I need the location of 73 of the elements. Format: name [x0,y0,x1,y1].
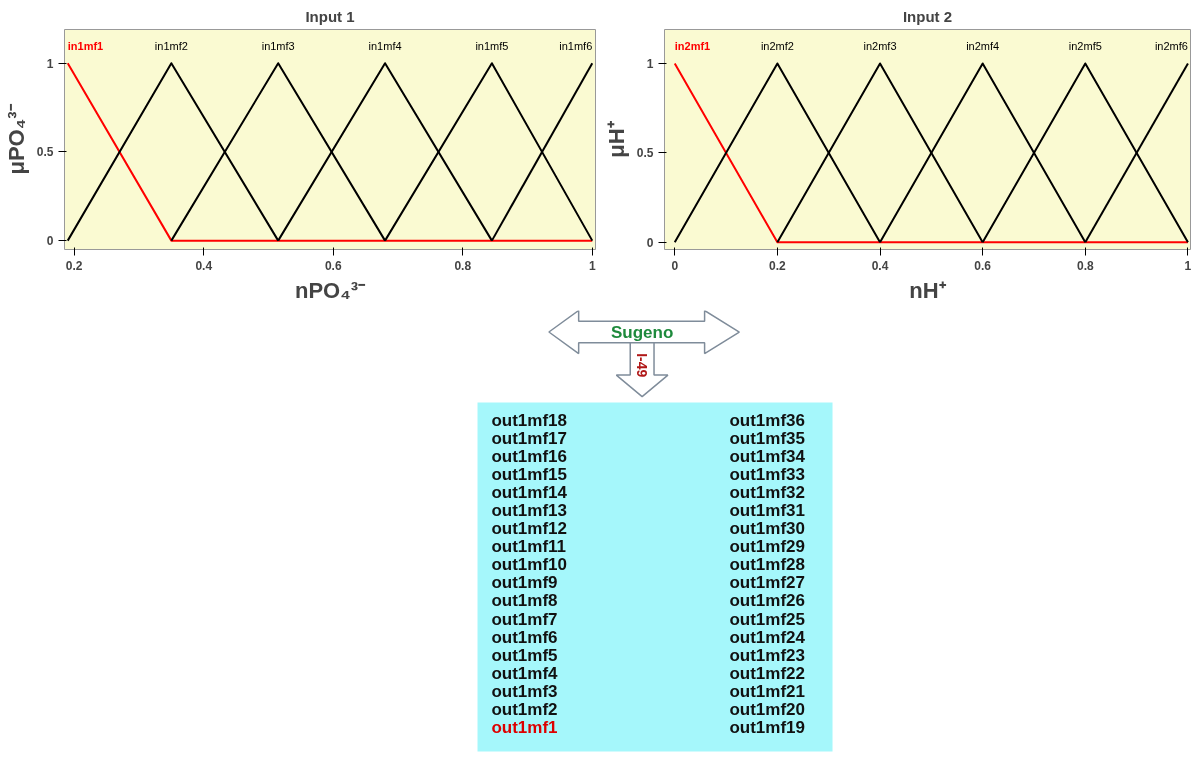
y-tick-label: 0 [646,235,654,250]
category-label: out1mf8 [491,591,558,611]
series-label: in1mf2 [154,40,188,53]
category-label: out1mf19 [729,718,805,738]
x-axis-title: nH⁺ [909,277,947,303]
series-label: in1mf1 [67,40,104,53]
series-label: in1mf3 [261,40,295,53]
x-tick-label: 0.2 [769,258,787,273]
x-tick-label: 0.6 [974,258,992,273]
category-label: out1mf17 [491,428,567,448]
category-label: out1mf30 [729,519,805,539]
category-label: out1mf24 [729,627,806,647]
y-tick-label: 0.5 [36,145,54,160]
y-axis-title: μPO₄³⁻ [3,103,29,175]
category-label: out1mf31 [729,501,805,521]
category-label: out1mf2 [491,700,558,720]
category-label: out1mf6 [491,627,558,647]
x-tick-label: 0.8 [1076,258,1094,273]
series-label: in1mf6 [559,40,593,53]
x-tick-label: 1 [1184,258,1192,273]
y-tick-label: 1 [646,56,654,71]
category-label: out1mf26 [729,591,805,611]
series-label: in2mf2 [760,40,794,53]
category-label: out1mf14 [491,482,568,502]
x-tick-label: 0.4 [195,258,213,273]
category-label: out1mf1 [491,718,558,738]
category-label: out1mf32 [729,482,805,502]
x-tick-label: 0.2 [65,258,83,273]
x-tick-label: 0.4 [871,258,889,273]
x-tick-label: 1 [588,258,596,273]
series-label: in2mf4 [966,40,1000,53]
category-label: out1mf34 [729,446,806,466]
category-label: out1mf36 [729,410,805,430]
category-label: out1mf3 [491,681,558,701]
text: I-49 [634,353,651,378]
series-label: in2mf3 [863,40,897,53]
category-label: out1mf4 [491,663,559,683]
y-tick-label: 0.5 [636,146,654,161]
category-label: out1mf7 [491,609,558,629]
category-label: out1mf35 [729,428,805,448]
category-label: out1mf33 [729,464,805,484]
series-label: in2mf1 [674,40,711,53]
series-label: in1mf5 [475,40,509,53]
y-axis-title: μH⁺ [603,120,629,158]
category-label: out1mf28 [729,555,805,575]
category-label: out1mf23 [729,645,805,665]
y-tick-label: 1 [46,56,54,71]
category-label: out1mf15 [491,464,567,484]
category-label: out1mf9 [491,573,558,593]
series-label: in2mf5 [1068,40,1102,53]
chart-title: Input 2 [902,7,953,25]
category-label: out1mf16 [491,446,567,466]
x-tick-label: 0.6 [324,258,342,273]
category-label: out1mf25 [729,609,805,629]
series-label: in1mf4 [368,40,402,53]
category-label: out1mf18 [491,410,567,430]
category-label: out1mf29 [729,537,805,557]
x-tick-label: 0 [671,258,679,273]
x-axis-title: nPO₄³⁻ [294,277,367,303]
category-label: out1mf22 [729,663,805,683]
text: Sugeno [610,322,674,342]
category-label: out1mf10 [491,555,567,575]
category-label: out1mf13 [491,501,567,521]
y-tick-label: 0 [46,234,54,249]
category-label: out1mf27 [729,573,805,593]
chart-title: Input 1 [305,7,355,25]
category-label: out1mf20 [729,700,805,720]
category-label: out1mf12 [491,519,567,539]
x-tick-label: 0.8 [454,258,472,273]
category-label: out1mf21 [729,681,805,701]
series-label: in2mf6 [1154,40,1188,53]
category-label: out1mf5 [491,645,558,665]
category-label: out1mf11 [491,537,567,557]
